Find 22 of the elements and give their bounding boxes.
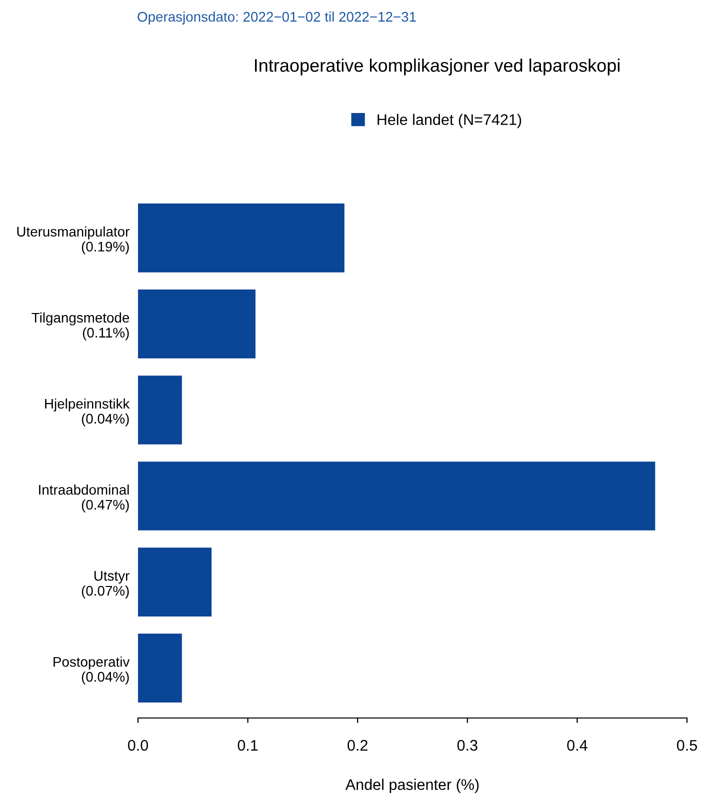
legend-label: Hele landet (N=7421) xyxy=(378,114,522,128)
x-tick-label: 0.0 xyxy=(128,740,148,751)
x-tick-label: 0.4 xyxy=(567,740,588,751)
x-tick-label: 0.2 xyxy=(348,740,368,751)
y-tick-label: Hjelpeinnstikk (0.04%) xyxy=(45,398,130,426)
x-axis-title: Andel pasienter (%) xyxy=(345,778,479,794)
y-tick-label: Utstyr (0.07%) xyxy=(82,571,130,598)
x-tick-label: 0.1 xyxy=(238,740,258,751)
x-tick-label: 0.3 xyxy=(457,740,478,751)
chart-title: Intraoperative komplikasjoner ved laparoskopi xyxy=(255,58,620,76)
x-tick-label: 0.5 xyxy=(676,740,697,751)
chart-subtitle: Operasjonsdato: 2022−01−02 til 2022−12−31 xyxy=(138,12,416,24)
y-tick-label: Tilgangsmetode (0.11%) xyxy=(32,312,130,340)
bar xyxy=(138,376,182,444)
bar xyxy=(138,634,182,703)
y-tick-label: Postoperativ (0.04%) xyxy=(54,656,130,684)
bar xyxy=(138,203,344,272)
y-tick-label: Intraabdominal (0.47%) xyxy=(39,484,129,512)
bar xyxy=(138,462,656,530)
y-tick-label: Uterusmanipulator (0.19%) xyxy=(17,226,130,254)
bar xyxy=(138,548,212,616)
bar xyxy=(138,290,256,358)
